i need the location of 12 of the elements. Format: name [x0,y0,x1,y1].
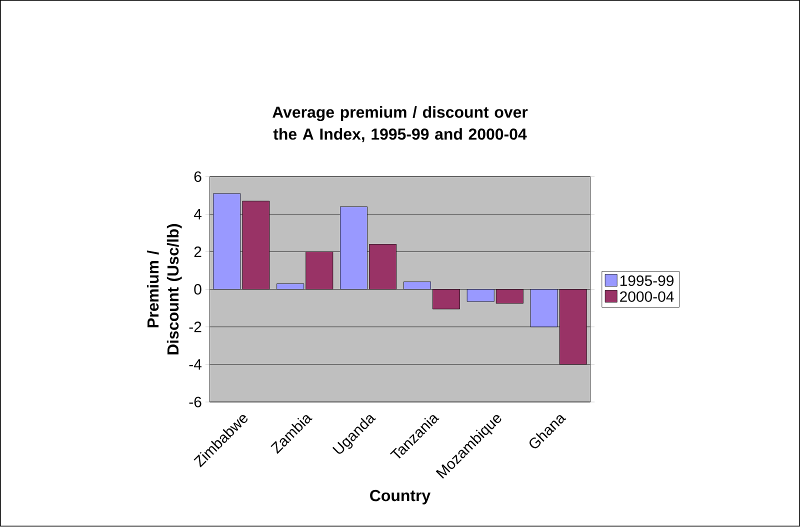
y-tick-label: 6 [194,172,202,182]
chart-title: Average premium / discount over the A Index, 1995-99 and 2000-04 [272,106,528,142]
y-tick-label: -2 [189,322,202,332]
legend-label: 1995-99 [620,276,674,286]
x-axis-title: Country [370,490,431,505]
y-tick-label: -6 [189,396,202,408]
y-tick-label: 2 [194,246,202,258]
y-tick-label: 0 [194,284,202,295]
y-tick-label: 4 [194,209,202,220]
legend-label: 2000-04 [620,292,674,302]
y-axis-title: Premium / Discount (Usc/lb) [146,224,182,355]
y-tick-label: -4 [189,359,202,370]
